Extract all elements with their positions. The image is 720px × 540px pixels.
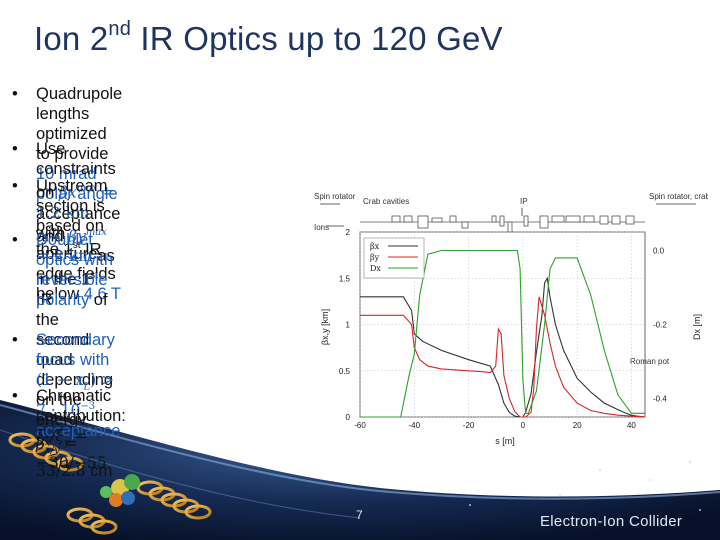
x-tick-label: 0 (521, 421, 526, 430)
legend-entry-betay: βy (370, 253, 380, 262)
legend-entry-dx: Dx (370, 264, 381, 273)
annotation-spin-rotator-right: Spin rotator, crab cavities (649, 192, 708, 201)
x-axis-label: s [m] (495, 436, 515, 446)
series-line-betay (360, 296, 646, 418)
y-tick-label-left: 0.5 (339, 367, 351, 376)
magnet-lattice (360, 215, 645, 233)
y-tick-label-right: -0.4 (653, 395, 667, 404)
x-tick-label: -40 (409, 421, 421, 430)
annotation-crab-cavities-left: Crab cavities (363, 197, 409, 206)
brand-logo-text: Electron-Ion Collider (540, 513, 683, 530)
page-number: 7 (356, 508, 363, 522)
slide-title: Ion 2nd IR Optics up to 120 GeV (34, 18, 503, 57)
series-lines (360, 249, 646, 418)
optics-plot: Spin rotator Crab cavities IP Spin rotat… (300, 182, 708, 447)
x-tick-label: 20 (573, 421, 582, 430)
y-tick-label-right: -0.2 (653, 321, 667, 330)
y-tick-label-left: 2 (346, 228, 351, 237)
series-line-dx (360, 249, 645, 418)
y-axis-label-left: βx,y [km] (320, 309, 330, 345)
annotation-spin-rotator-left: Spin rotator (314, 192, 356, 201)
x-tick-label: -20 (463, 421, 475, 430)
y-tick-label-right: 0.0 (653, 247, 665, 256)
coil-decoration (8, 432, 212, 535)
x-tick-label: -60 (354, 421, 366, 430)
axis-ticks: -60 -40 -20 0 20 40 0 0.5 1 1.5 2 -0.4 -0.2 0.0 (339, 228, 667, 430)
particle-decoration (100, 474, 140, 507)
legend: βx βy Dx (363, 237, 425, 279)
y-tick-label-left: 0 (346, 413, 351, 422)
series-line-betax (360, 276, 646, 418)
y-tick-label-left: 1.5 (339, 274, 351, 283)
annotation-ip: IP (520, 197, 528, 206)
y-axis-label-right: Dx [m] (692, 314, 702, 340)
y-tick-label-left: 1 (346, 321, 351, 330)
annotation-roman-pot: Roman pot (630, 357, 670, 366)
annotation-ions: Ions (314, 223, 329, 232)
legend-entry-betax: βx (370, 242, 380, 251)
x-tick-label: 40 (627, 421, 636, 430)
